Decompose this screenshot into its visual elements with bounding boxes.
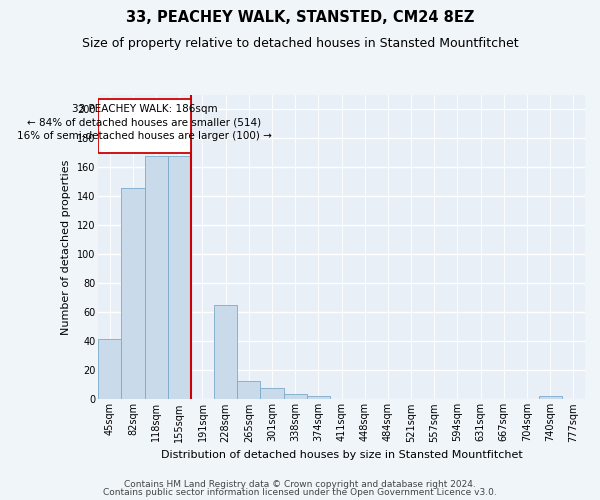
Bar [168, 156, 191, 400]
Text: Size of property relative to detached houses in Stansted Mountfitchet: Size of property relative to detached ho… [82, 38, 518, 51]
X-axis label: Distribution of detached houses by size in Stansted Mountfitchet: Distribution of detached houses by size … [161, 450, 523, 460]
Bar [307, 396, 330, 400]
Bar [214, 305, 237, 400]
Bar [121, 188, 145, 400]
Bar [237, 380, 260, 400]
Text: ← 84% of detached houses are smaller (514): ← 84% of detached houses are smaller (51… [28, 118, 262, 128]
Text: Contains public sector information licensed under the Open Government Licence v3: Contains public sector information licen… [103, 488, 497, 497]
Text: 33 PEACHEY WALK: 186sqm: 33 PEACHEY WALK: 186sqm [72, 104, 217, 115]
Text: 16% of semi-detached houses are larger (100) →: 16% of semi-detached houses are larger (… [17, 130, 272, 140]
Bar [260, 388, 284, 400]
Bar [145, 156, 168, 400]
Bar [284, 394, 307, 400]
Bar [98, 100, 191, 153]
Y-axis label: Number of detached properties: Number of detached properties [61, 160, 71, 335]
Bar [98, 338, 121, 400]
Text: Contains HM Land Registry data © Crown copyright and database right 2024.: Contains HM Land Registry data © Crown c… [124, 480, 476, 489]
Bar [539, 396, 562, 400]
Text: 33, PEACHEY WALK, STANSTED, CM24 8EZ: 33, PEACHEY WALK, STANSTED, CM24 8EZ [126, 10, 474, 25]
